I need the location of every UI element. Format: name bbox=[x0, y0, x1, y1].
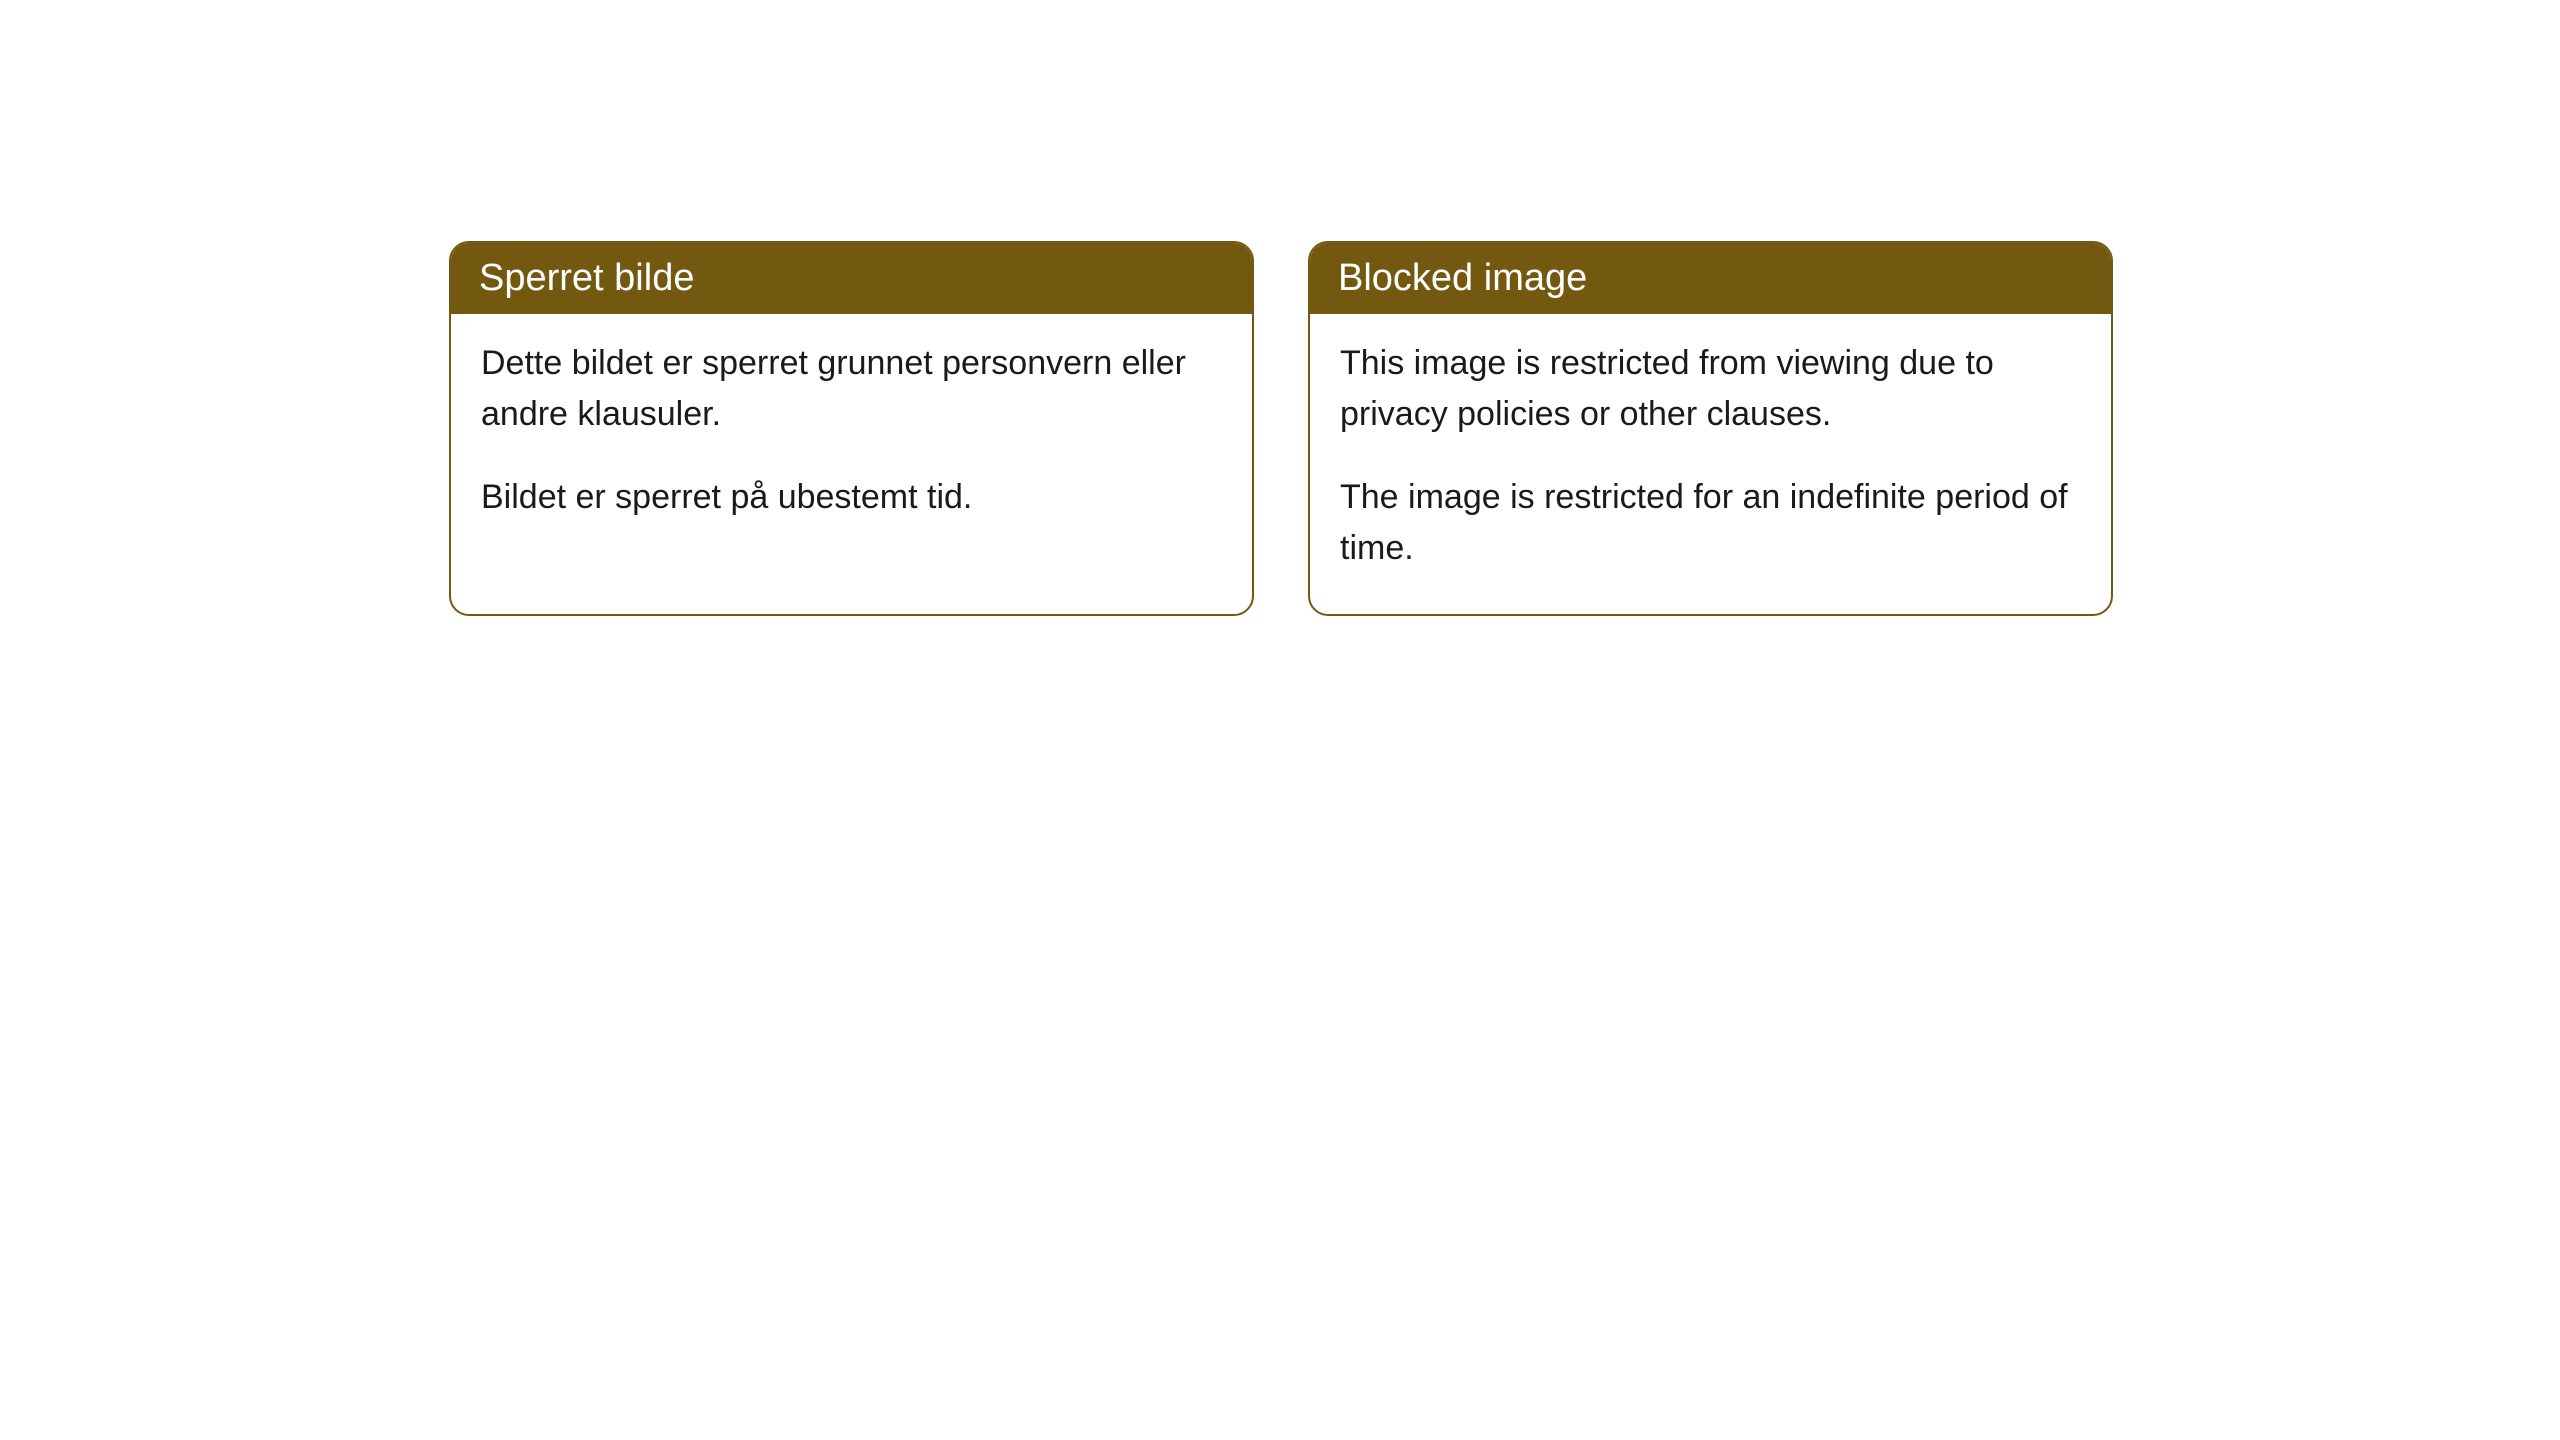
notice-card-norwegian: Sperret bilde Dette bildet er sperret gr… bbox=[449, 241, 1254, 616]
card-title: Sperret bilde bbox=[479, 257, 694, 299]
notice-card-english: Blocked image This image is restricted f… bbox=[1308, 241, 2113, 616]
card-header-norwegian: Sperret bilde bbox=[451, 243, 1252, 314]
notice-text: This image is restricted from viewing du… bbox=[1340, 338, 2081, 440]
card-body-english: This image is restricted from viewing du… bbox=[1310, 314, 2111, 614]
card-header-english: Blocked image bbox=[1310, 243, 2111, 314]
notice-text: The image is restricted for an indefinit… bbox=[1340, 472, 2081, 574]
notice-text: Bildet er sperret på ubestemt tid. bbox=[481, 472, 1222, 523]
card-title: Blocked image bbox=[1338, 257, 1587, 299]
notice-cards-container: Sperret bilde Dette bildet er sperret gr… bbox=[449, 241, 2113, 616]
card-body-norwegian: Dette bildet er sperret grunnet personve… bbox=[451, 314, 1252, 563]
notice-text: Dette bildet er sperret grunnet personve… bbox=[481, 338, 1222, 440]
